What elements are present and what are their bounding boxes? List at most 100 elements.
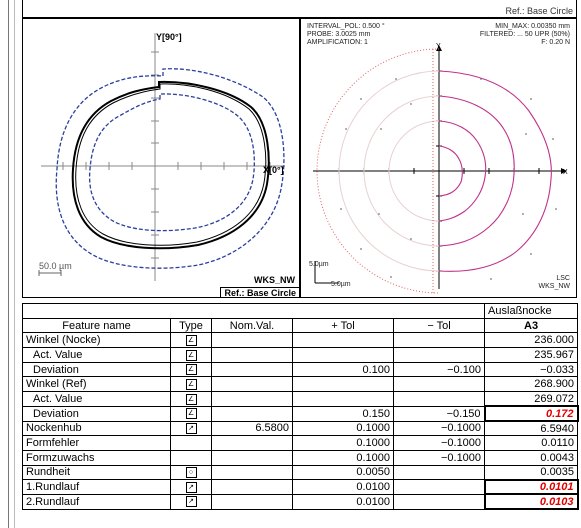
amplification-label: AMPLIFICATION: 1 (307, 39, 368, 46)
force-label: F: 0.20 N (541, 39, 570, 46)
minus-tol-cell (392, 332, 486, 349)
type-cell: ∠ (170, 361, 212, 378)
angle-icon: ∠ (185, 334, 197, 346)
minus-tol-cell (392, 391, 486, 407)
plus-tol-cell: 0.150 (292, 405, 394, 422)
polar-name-label: WKS_NW (538, 283, 571, 290)
angle-icon: ∠ (185, 408, 197, 420)
polar-y-label: Y (436, 43, 441, 50)
plus-tol-cell: 0.1000 (292, 449, 394, 466)
filtered-label: FILTERED: ... 50 UPR (50%) (479, 31, 570, 38)
plus-tol-cell: 0.1000 (292, 435, 394, 451)
nominal-cell (211, 376, 293, 393)
feature-name-cell: 2.Rundlauf (22, 493, 171, 510)
type-cell (170, 449, 212, 466)
value-cell: 0.0043 (484, 449, 579, 466)
type-cell: ∠ (170, 332, 212, 349)
feature-name-cell: Deviation (22, 405, 171, 422)
table-row: Formzuwachs 0.1000 −0.1000 0.0043 (22, 449, 579, 466)
scale-h-label: 5.0µm (331, 281, 351, 288)
lsc-label: LSC (556, 275, 570, 282)
right-polar-plot (313, 45, 567, 294)
table-row: Formfehler 0.1000 −0.1000 0.0110 (22, 435, 579, 451)
feature-name-cell: Winkel (Ref) (22, 376, 171, 393)
x-axis-label: X[0°] (263, 165, 284, 175)
table-row: Winkel (Ref) ∠ 268.900 (22, 376, 579, 393)
minus-tol-cell (392, 479, 486, 495)
header-type: Type (170, 317, 212, 334)
group-header-cell: Auslaßnocke (484, 303, 579, 319)
plus-tol-cell (292, 347, 394, 363)
nominal-cell: 6.5800 (211, 420, 293, 437)
plus-tol-cell: 0.0050 (292, 464, 394, 481)
profile-name-label: WKS_NW (254, 275, 295, 285)
min-max-label: MIN_MAX: 0.00350 mm (495, 23, 570, 30)
nominal-cell (211, 449, 293, 466)
table-row: Nockenhub ↗ 6.5800 0.1000 −0.1000 6.5940 (22, 420, 579, 437)
value-cell: 0.172 (483, 405, 579, 422)
feature-name-cell: Act. Value (22, 391, 171, 407)
type-cell: ∠ (170, 347, 212, 363)
nominal-cell (211, 347, 293, 363)
feature-name-cell: Rundheit (22, 464, 171, 481)
ref-label: Ref.: Base Circle (224, 288, 296, 298)
table-row: Winkel (Nocke) ∠ 236.000 (22, 332, 579, 349)
group-header-row: Auslaßnocke (21, 303, 579, 319)
plus-tol-cell: 0.100 (292, 361, 394, 378)
minus-tol-cell: −0.1000 (392, 435, 486, 451)
nominal-cell (211, 435, 293, 451)
minus-tol-cell: −0.100 (392, 361, 486, 378)
value-cell: 0.0103 (483, 493, 579, 511)
plus-tol-cell (292, 332, 394, 349)
feature-name-cell: Formfehler (22, 435, 171, 451)
results-table: Auslaßnocke Feature name Type Nom.Val. +… (21, 303, 579, 511)
out-of-tolerance-value: 0.172 (546, 407, 574, 420)
type-cell: ∠ (170, 391, 212, 407)
type-cell: ∠ (170, 405, 212, 422)
value-cell: −0.033 (484, 361, 579, 378)
polar-x-label: X (563, 169, 568, 176)
header-a3: A3 (484, 317, 579, 334)
left-plot-panel: Y[90°] X[0°] 50.0 µm WKS_NW Ref.: Base C… (22, 18, 300, 298)
feature-name-cell: 1.Rundlauf (22, 479, 171, 495)
table-row: Act. Value ∠ 269.072 (22, 391, 579, 407)
minus-tol-cell: −0.1000 (392, 449, 486, 466)
header-minus-tol: − Tol (392, 317, 486, 334)
nominal-cell (211, 464, 293, 481)
type-cell: ○ (170, 464, 212, 481)
minus-tol-cell (392, 347, 486, 363)
nominal-cell (211, 332, 293, 349)
table-row: Act. Value ∠ 235.967 (22, 347, 579, 363)
nominal-cell (211, 391, 293, 407)
minus-tol-cell: −0.150 (392, 405, 486, 422)
interval-label: INTERVAL_POL: 0.500 ° (307, 23, 385, 30)
left-margin-line-2 (14, 0, 15, 528)
feature-name-cell: Nockenhub (22, 420, 171, 437)
nominal-cell (211, 479, 293, 495)
ref-label-box: Ref.: Base Circle (220, 287, 299, 298)
left-margin-line (8, 0, 9, 528)
header-plus-tol: + Tol (292, 317, 394, 334)
out-of-tolerance-value: 0.0103 (539, 495, 574, 508)
type-cell (170, 435, 212, 451)
nominal-cell (211, 361, 293, 378)
type-cell: ↗ (170, 420, 212, 437)
value-cell: 0.0101 (483, 478, 579, 496)
nominal-cell (211, 405, 293, 422)
table-row: Deviation ∠ 0.150 −0.150 0.172 (22, 405, 579, 422)
type-cell: ∠ (170, 376, 212, 393)
ref-top-label: Ref.: Base Circle (505, 6, 573, 16)
nominal-cell (211, 493, 293, 510)
minus-tol-cell (392, 493, 486, 510)
value-cell: 0.0110 (484, 435, 579, 451)
plus-tol-cell: 0.1000 (292, 420, 394, 437)
type-cell: ↗ (170, 479, 212, 495)
value-cell: 236.000 (484, 332, 579, 349)
scale-label: 50.0 µm (39, 261, 72, 271)
minus-tol-cell (392, 376, 486, 393)
feature-name-cell: Act. Value (22, 347, 171, 363)
minus-tol-cell (392, 464, 486, 481)
out-of-tolerance-value: 0.0101 (539, 481, 574, 494)
runout-icon: ↗ (185, 422, 197, 434)
value-cell: 235.967 (484, 347, 579, 363)
